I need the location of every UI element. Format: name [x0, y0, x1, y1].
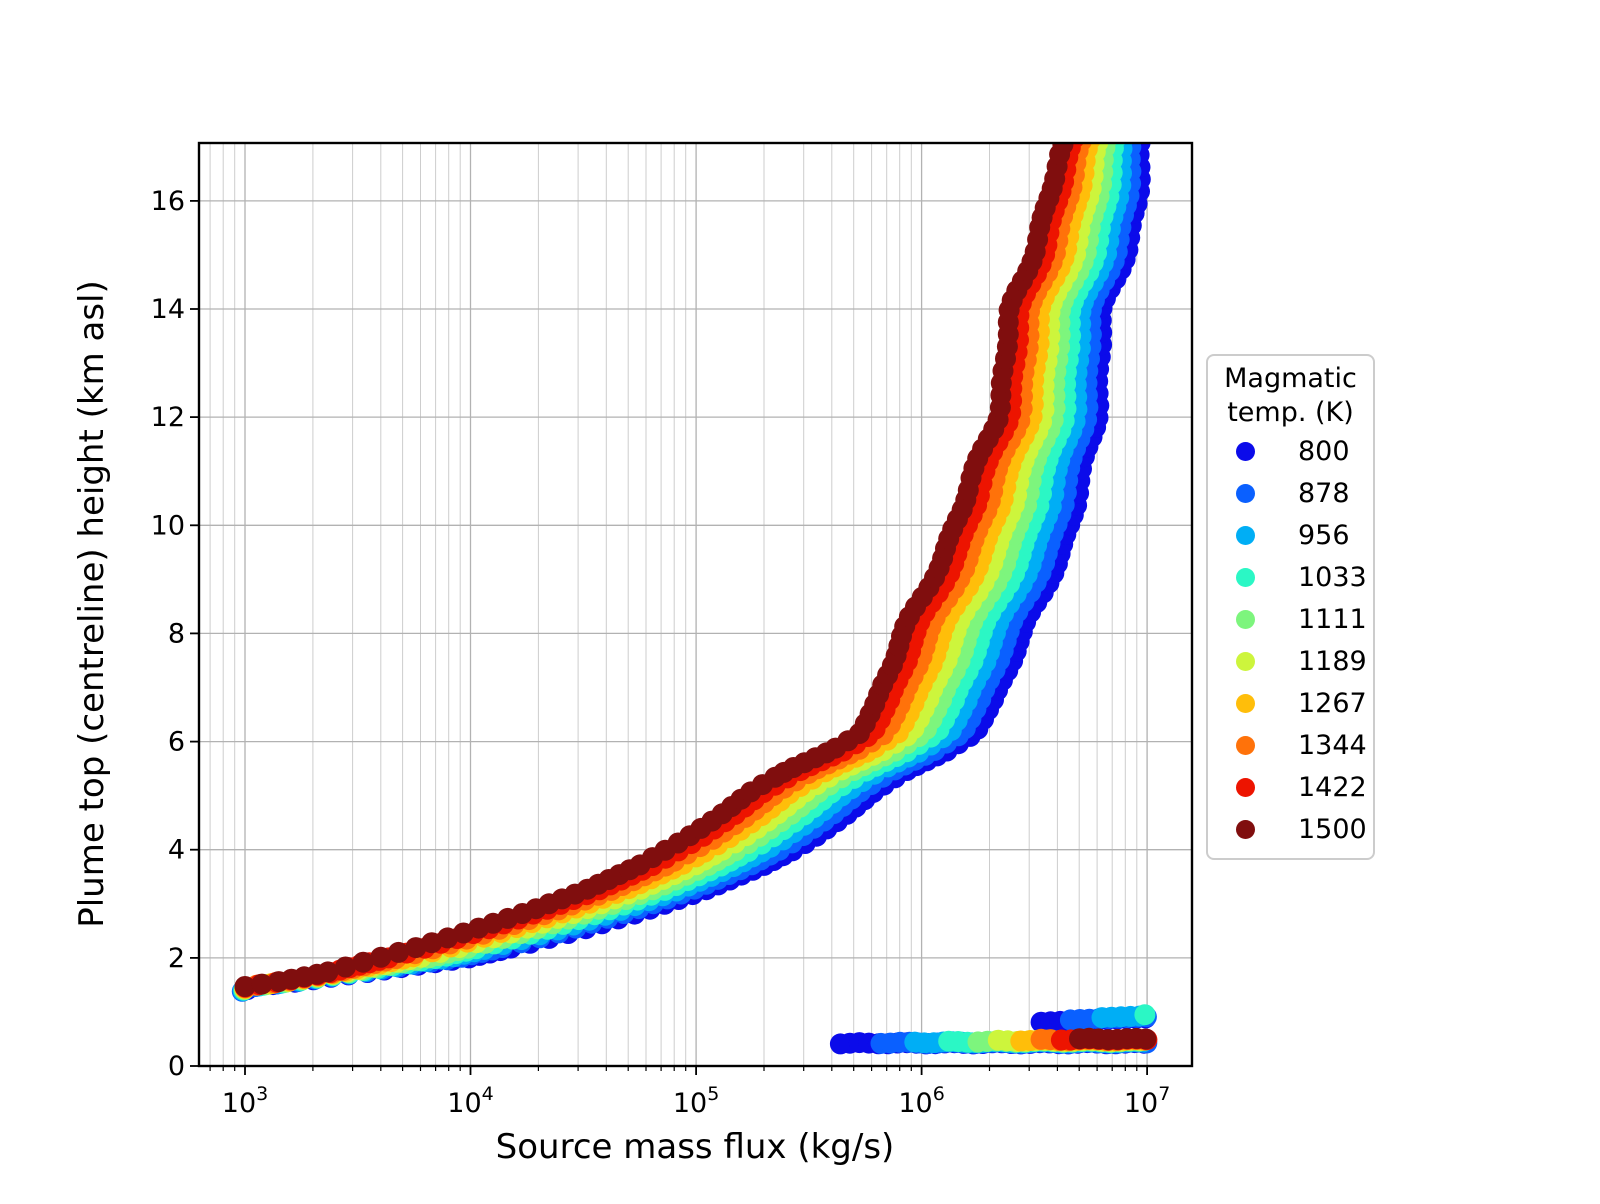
legend-marker-dot: [1236, 441, 1255, 461]
legend-entry-878: 878: [1208, 472, 1373, 514]
legend-entry-1344: 1344: [1208, 724, 1373, 766]
legend-title-line2: temp. (K): [1227, 397, 1354, 428]
legend-marker-dot: [1236, 567, 1255, 587]
legend-entry-label: 1033: [1298, 561, 1367, 593]
legend-entry-label: 1500: [1298, 813, 1367, 845]
legend-marker-dot: [1236, 525, 1255, 545]
series-1500K-markers: [234, 143, 1157, 1051]
legend-entry-label: 800: [1298, 435, 1350, 467]
x-tick-label: 103: [222, 1083, 268, 1119]
legend-entries: 800 878 956 1033 1111 1189 1267 1344 1422 1500: [1208, 430, 1373, 850]
legend-entry-label: 1189: [1298, 645, 1367, 677]
legend-marker-dot: [1236, 693, 1255, 713]
legend-marker-dot: [1236, 483, 1255, 503]
y-tick-label: 0: [168, 1051, 185, 1082]
x-tick-label: 104: [447, 1083, 493, 1119]
x-tick-label: 106: [898, 1083, 944, 1119]
legend-entry-label: 878: [1298, 477, 1350, 509]
legend-entry-800: 800: [1208, 430, 1373, 472]
axis-tick-labels: 103 104 105 106 107 0 2 4 6 8 10 12 14 16: [151, 186, 1171, 1119]
legend-entry-1033: 1033: [1208, 556, 1373, 598]
y-tick-label: 12: [151, 402, 185, 433]
y-tick-label: 16: [151, 186, 185, 217]
legend-entry-1422: 1422: [1208, 766, 1373, 808]
series-1033K-markers: [233, 143, 1156, 1053]
legend-entry-label: 1344: [1298, 729, 1367, 761]
x-axis-label: Source mass flux (kg/s): [496, 1127, 895, 1167]
x-tick-label: 107: [1124, 1083, 1170, 1119]
legend-marker-dot: [1236, 819, 1255, 839]
legend-entry-956: 956: [1208, 514, 1373, 556]
legend-marker-dot: [1236, 735, 1255, 755]
y-tick-label: 2: [168, 943, 185, 974]
legend-marker-dot: [1236, 777, 1255, 797]
legend-entry-1189: 1189: [1208, 640, 1373, 682]
legend-entry-1500: 1500: [1208, 808, 1373, 850]
legend-marker-dot: [1236, 609, 1255, 629]
y-tick-label: 4: [168, 835, 185, 866]
y-tick-label: 14: [151, 294, 185, 325]
scatter-series-markers: [231, 143, 1158, 1055]
y-tick-label: 10: [151, 510, 185, 541]
legend-title: Magmatic temp. (K): [1208, 362, 1373, 430]
legend-entry-label: 956: [1298, 519, 1350, 551]
legend-title-line1: Magmatic: [1224, 363, 1357, 394]
legend-entry-1267: 1267: [1208, 682, 1373, 724]
x-tick-label: 105: [673, 1083, 719, 1119]
y-tick-label: 6: [168, 727, 185, 758]
legend-entry-1111: 1111: [1208, 598, 1373, 640]
legend: Magmatic temp. (K) 800 878 956 1033 1111 1189…: [1206, 354, 1375, 860]
legend-entry-label: 1267: [1298, 687, 1367, 719]
legend-marker-dot: [1236, 651, 1255, 671]
axis-ticks: [190, 199, 1148, 1075]
legend-entry-label: 1422: [1298, 771, 1367, 803]
legend-entry-label: 1111: [1298, 603, 1367, 635]
y-axis-label: Plume top (centreline) height (km asl): [72, 280, 112, 928]
y-tick-label: 8: [168, 618, 185, 649]
